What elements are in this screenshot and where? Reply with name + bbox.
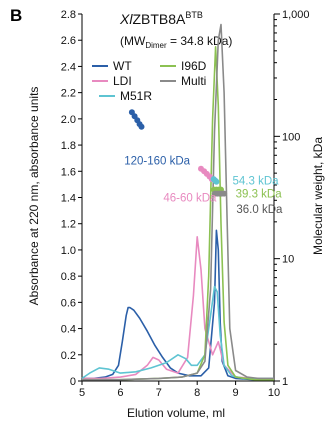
x-tick-label-5: 5 — [79, 387, 85, 399]
y-tick-label-1-6: 1.6 — [61, 166, 76, 178]
mw-label-120-160-kda: 120-160 kDa — [124, 156, 190, 168]
y2-tick-label-10: 10 — [282, 254, 294, 266]
series-line-ldi — [82, 236, 274, 380]
x-axis-label: Elution volume, ml — [127, 406, 225, 420]
y-tick-label-1-2: 1.2 — [61, 219, 76, 231]
series-line-m51r — [81, 285, 274, 380]
legend-label-multi: Multi — [181, 74, 206, 88]
x-tick-label-10: 10 — [268, 387, 280, 399]
mw-point-m51r — [213, 178, 220, 185]
series-line-wt — [82, 229, 274, 381]
annotation-layer: 120-160 kDa 46-60 kDa 54.3 kDa 39.3 kDa 36.0… — [124, 156, 283, 217]
x-tick-label-9: 9 — [233, 387, 239, 399]
legend-label-wt: WT — [113, 59, 132, 73]
legend-entry-wt: WT — [92, 59, 132, 73]
y-tick-label-2-4: 2.4 — [61, 61, 76, 73]
y2-tick-label-100: 100 — [282, 131, 300, 143]
y-tick-label-2-0: 2.0 — [61, 114, 76, 126]
y-tick-label-0-4: 0.4 — [61, 324, 76, 336]
mw-label-46-60-kda: 46-60 kDa — [163, 192, 217, 204]
legend: WT I96D LDI Multi M51R — [92, 59, 207, 103]
y-tick-label-1-4: 1.4 — [61, 193, 76, 205]
title-super: BTB — [185, 10, 203, 20]
y-tick-label-2-6: 2.6 — [61, 35, 76, 47]
y-tick-label-0: 0 — [70, 376, 76, 388]
mw-label-36-0-kda: 36.0 kDa — [236, 204, 283, 216]
y-tick-label-2-2: 2.2 — [61, 88, 76, 100]
mw-point-wt — [138, 123, 145, 130]
x-tick-label-8: 8 — [194, 387, 200, 399]
y-tick-label-0-8: 0.8 — [61, 271, 76, 283]
mw-layer — [128, 109, 228, 197]
title-main: ZBTB8A — [132, 11, 186, 27]
y2-tick-label-1-000: 1,000 — [282, 9, 310, 21]
legend-entry-multi: Multi — [160, 74, 206, 88]
x-tick-label-6: 6 — [117, 387, 123, 399]
chart-subtitle: (MWDimer = 34.8 kDa) — [120, 34, 232, 50]
y-tick-label-1-8: 1.8 — [61, 140, 76, 152]
subtitle-sub: Dimer — [145, 41, 167, 50]
panel-label: B — [10, 6, 22, 25]
mw-label-39-3-kda: 39.3 kDa — [236, 189, 283, 201]
legend-label-i96d: I96D — [181, 59, 207, 73]
y-tick-label-0-6: 0.6 — [61, 297, 76, 309]
legend-entry-m51r: M51R — [99, 89, 152, 103]
y2-tick-label-1: 1 — [282, 376, 288, 388]
subtitle-rest: = 34.8 kDa) — [167, 34, 233, 48]
y2-axis-label: Molecular weight, kDa — [311, 137, 325, 255]
x-tick-label-7: 7 — [156, 387, 162, 399]
legend-entry-i96d: I96D — [160, 59, 207, 73]
legend-label-ldi: LDI — [113, 74, 132, 88]
mw-point-multi — [221, 190, 228, 197]
legend-entry-ldi: LDI — [92, 74, 132, 88]
y-tick-label-1-0: 1.0 — [61, 245, 76, 257]
series-line-multi — [82, 23, 274, 381]
axes-layer: 5 6 7 8 9 1000.20.40.60.81.01.21.41.61.82.02.… — [61, 9, 310, 399]
y-tick-label-2-8: 2.8 — [61, 9, 76, 21]
mw-label-54-3-kda: 54.3 kDa — [233, 175, 280, 187]
y-axis-label: Absorbance at 220 nm, absorbance units — [27, 87, 41, 306]
legend-label-m51r: M51R — [120, 89, 152, 103]
subtitle-open: (MW — [120, 34, 146, 48]
series-layer — [81, 23, 274, 381]
title-prefix: Xl — [119, 11, 133, 27]
chart-title: XlZBTB8ABTB — [119, 10, 203, 27]
y-tick-label-0-2: 0.2 — [61, 350, 76, 362]
